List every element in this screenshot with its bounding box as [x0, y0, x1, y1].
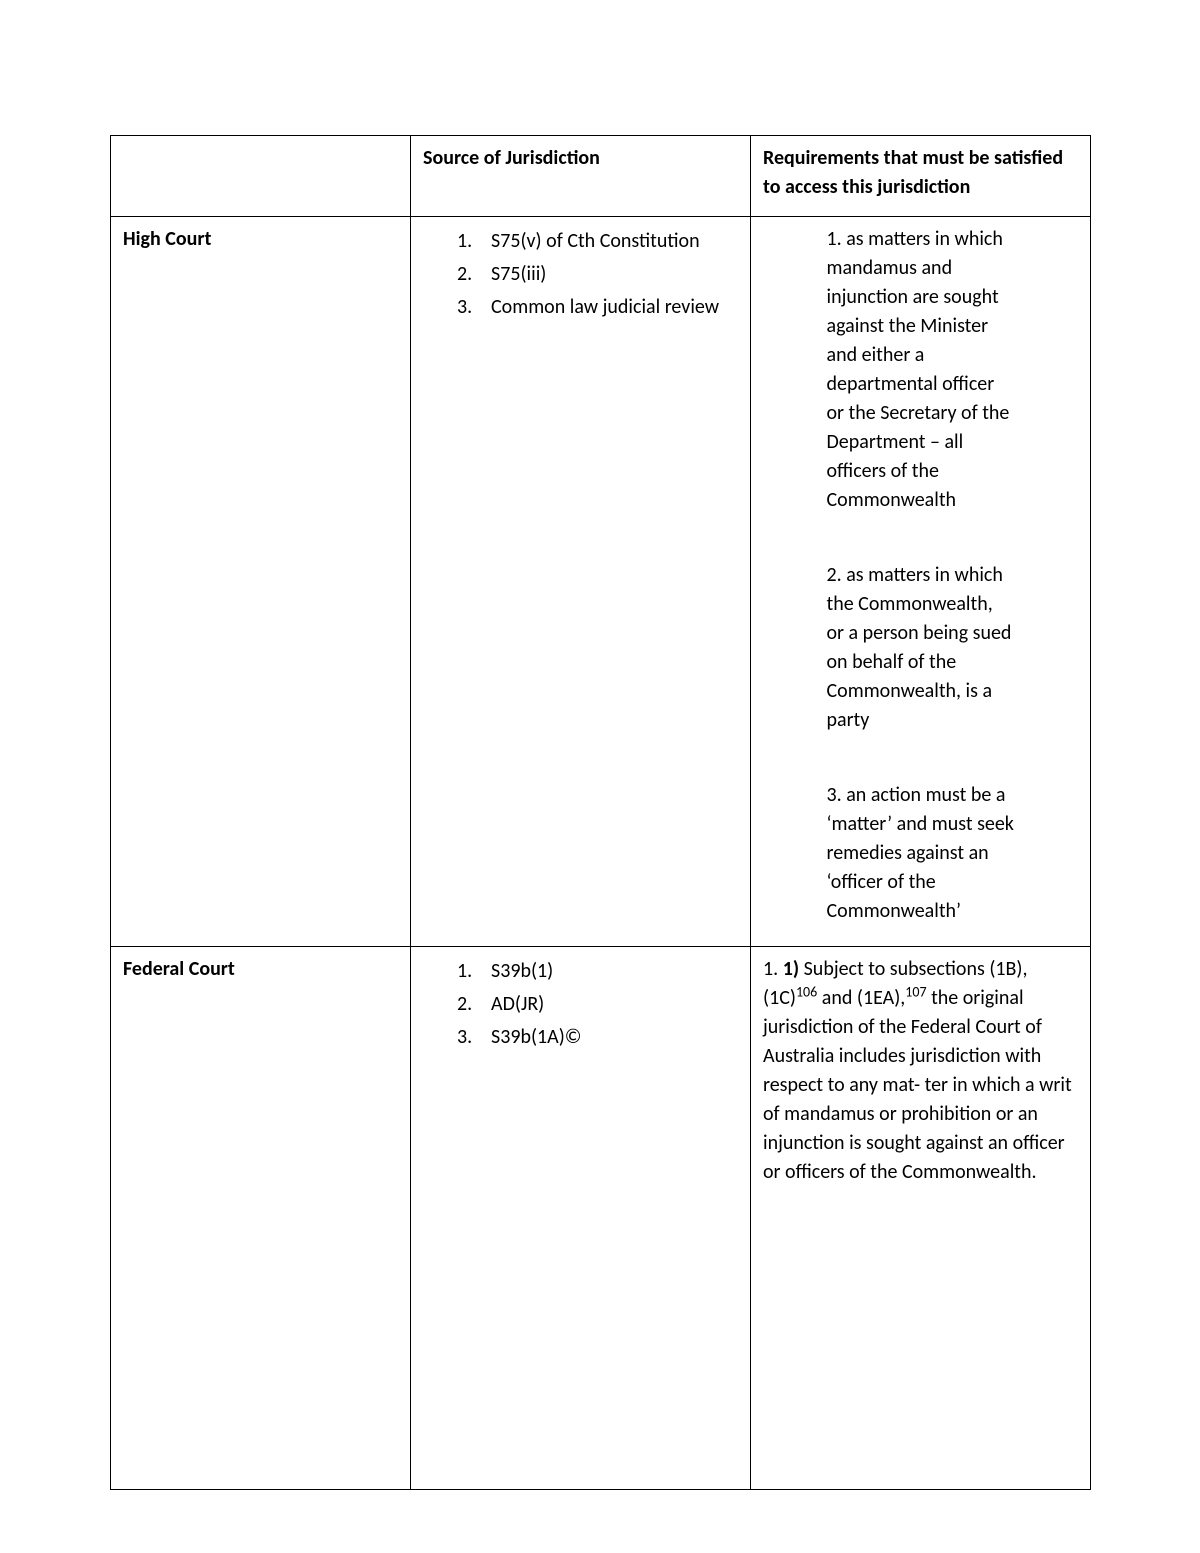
list-item: Common law judicial review [491, 293, 738, 322]
list-item: AD(JR) [491, 990, 738, 1019]
list-item: S39b(1A)© [491, 1023, 738, 1052]
requirements-cell: 1. 1) Subject to subsections (1B), (1C)1… [751, 947, 1091, 1490]
list-item: S75(v) of Cth Constitution [491, 227, 738, 256]
header-row: Source of Jurisdiction Requirements that… [111, 136, 1091, 217]
header-source: Source of Jurisdiction [411, 136, 751, 217]
requirement-item: 1. 1) Subject to subsections (1B), (1C)1… [763, 955, 1078, 1187]
list-item: S75(iii) [491, 260, 738, 289]
requirements-cell: 1. as matters in which mandamus and inju… [751, 217, 1091, 947]
source-list: S39b(1) AD(JR) S39b(1A)© [423, 957, 738, 1052]
table-head: Source of Jurisdiction Requirements that… [111, 136, 1091, 217]
source-cell: S39b(1) AD(JR) S39b(1A)© [411, 947, 751, 1490]
requirement-item: 1. as matters in which mandamus and inju… [827, 225, 1015, 515]
court-name: High Court [111, 217, 411, 947]
table-body: High CourtS75(v) of Cth ConstitutionS75(… [111, 217, 1091, 1490]
table-row: High CourtS75(v) of Cth ConstitutionS75(… [111, 217, 1091, 947]
table-row: Federal Court S39b(1) AD(JR) S39b(1A)© 1. 1)… [111, 947, 1091, 1490]
page: Source of Jurisdiction Requirements that… [110, 135, 1090, 1490]
requirement-item: 3. an action must be a ‘matter’ and must… [827, 781, 1015, 926]
court-name: Federal Court [111, 947, 411, 1490]
source-cell: S75(v) of Cth Constitution S75(iii) Common… [411, 217, 751, 947]
header-requirements: Requirements that must be satisfied to a… [751, 136, 1091, 217]
source-list: S75(v) of Cth Constitution S75(iii) Common… [423, 227, 738, 322]
list-item: S39b(1) [491, 957, 738, 986]
requirement-item: 2. as matters in which the Commonwealth,… [827, 561, 1015, 735]
jurisdiction-table: Source of Jurisdiction Requirements that… [110, 135, 1091, 1490]
header-empty [111, 136, 411, 217]
